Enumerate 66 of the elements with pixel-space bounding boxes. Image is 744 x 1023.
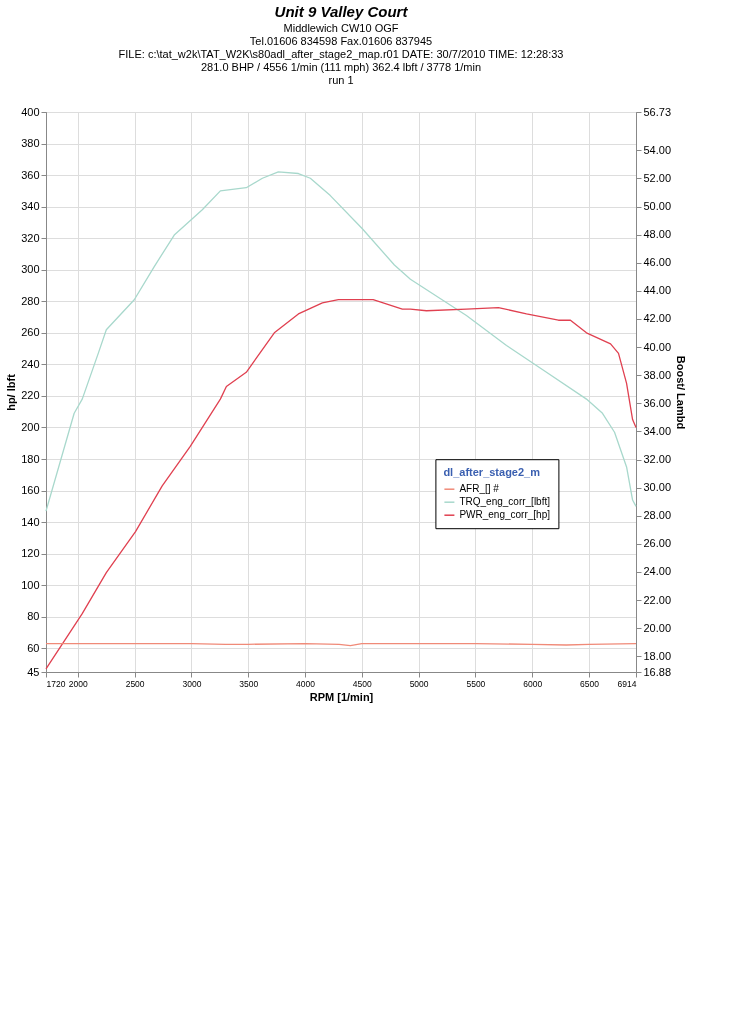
y2-tick-label: 22.00 xyxy=(643,593,672,606)
y-tick-label: 100 xyxy=(21,578,40,591)
legend-label: PWR_eng_corr_[hp] xyxy=(459,509,551,521)
y2-tick-label: 50.00 xyxy=(643,200,672,213)
y2-tick-label: 54.00 xyxy=(643,143,672,156)
y2-tick-label: 38.00 xyxy=(643,368,672,381)
y2-tick-label: 16.88 xyxy=(643,665,672,678)
x-tick-label: 4500 xyxy=(352,678,373,689)
x-tick-label: 6000 xyxy=(523,678,543,689)
y-tick-label: 240 xyxy=(21,357,40,370)
chart-subtitle: Middlewich CW10 OGF xyxy=(283,22,399,34)
y-tick-label: 320 xyxy=(21,231,40,244)
x-tick-label: 2000 xyxy=(68,678,89,689)
y-tick-label: 160 xyxy=(21,484,40,497)
y-tick-label: 280 xyxy=(21,294,40,307)
y2-tick-label: 20.00 xyxy=(643,621,672,634)
text: FILE: c:\tat_w2k\TAT_W2K\s80adl_after_stage2_map.r01 DATE: 30/7/2010 TIME: 12:28:33 xyxy=(118,48,564,60)
y-tick-label: 360 xyxy=(21,168,40,181)
x-tick-label: 6914 xyxy=(617,678,637,689)
y-tick-label: 200 xyxy=(21,420,40,433)
chart-title: Unit 9 Valley Court xyxy=(274,3,409,20)
y2-tick-label: 36.00 xyxy=(643,396,672,409)
y2-tick-label: 30.00 xyxy=(643,481,672,494)
y-axis-title: hp/ lbft xyxy=(5,373,18,411)
y-tick-label: 60 xyxy=(27,641,40,654)
line-series xyxy=(45,171,637,512)
y-tick-label: 260 xyxy=(21,326,40,339)
y2-tick-label: 18.00 xyxy=(643,649,672,662)
y2-tick-label: 56.73 xyxy=(643,105,672,118)
y2-tick-label: 32.00 xyxy=(643,453,672,466)
y2-tick-label: 46.00 xyxy=(643,256,672,269)
y-tick-label: 140 xyxy=(21,515,40,528)
x-tick-label: 3000 xyxy=(182,678,202,689)
y-tick-label: 80 xyxy=(27,610,40,623)
text: 281.0 BHP / 4556 1/min (111 mph) 362.4 lbft / 3778 1/min xyxy=(200,61,482,73)
x-tick-label: 5000 xyxy=(409,678,429,689)
legend-title: dl_after_stage2_m xyxy=(443,466,541,479)
y2-tick-label: 24.00 xyxy=(643,565,672,578)
y2-tick-label: 26.00 xyxy=(643,537,672,550)
y-tick-label: 300 xyxy=(21,263,40,276)
legend-label: AFR_[] # xyxy=(459,483,500,495)
x-tick-label: 4000 xyxy=(296,678,316,689)
y2-tick-label: 44.00 xyxy=(643,284,672,297)
x-tick-label: 2500 xyxy=(125,678,145,689)
x-tick-label: 1720 xyxy=(46,678,66,689)
x-tick-label: 6500 xyxy=(580,678,600,689)
y2-tick-label: 40.00 xyxy=(643,340,672,353)
y2-tick-label: 48.00 xyxy=(643,228,672,241)
y-tick-label: 180 xyxy=(21,452,40,465)
y-tick-label: 45 xyxy=(27,665,40,678)
y2-tick-label: 52.00 xyxy=(643,171,672,184)
legend-label: TRQ_eng_corr_[lbft] xyxy=(459,496,551,508)
y2-axis-title: Boost/ Lambd xyxy=(675,355,688,430)
y-tick-label: 380 xyxy=(21,137,40,150)
y-tick-label: 400 xyxy=(21,105,40,118)
y-tick-label: 220 xyxy=(21,389,40,402)
x-tick-label: 5500 xyxy=(466,678,486,689)
y2-tick-label: 42.00 xyxy=(643,312,672,325)
y2-tick-label: 28.00 xyxy=(643,509,672,522)
x-tick-label: 3500 xyxy=(239,678,259,689)
y2-tick-label: 34.00 xyxy=(643,424,672,437)
y-tick-label: 340 xyxy=(21,200,40,213)
y-tick-label: 120 xyxy=(21,547,40,560)
x-axis-title: RPM [1/min] xyxy=(309,691,374,703)
text: run 1 xyxy=(328,74,354,86)
text: Tel.01606 834598 Fax.01606 837945 xyxy=(249,35,433,47)
